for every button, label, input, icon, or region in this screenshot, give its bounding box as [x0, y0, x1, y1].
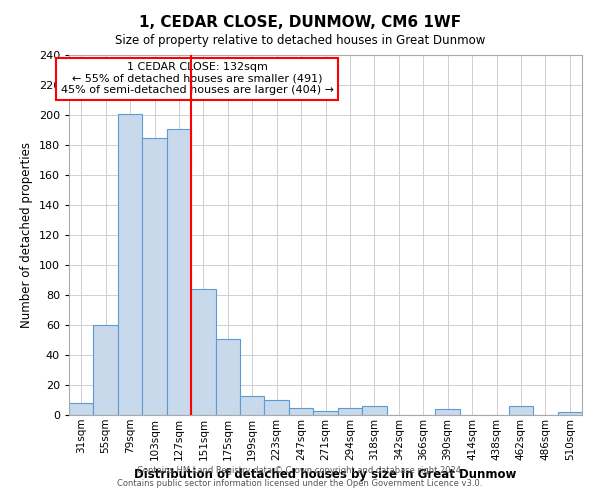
Bar: [313, 410, 338, 415]
Bar: [289, 408, 313, 415]
Text: Size of property relative to detached houses in Great Dunmow: Size of property relative to detached ho…: [115, 34, 485, 47]
Bar: [557, 412, 582, 415]
Y-axis label: Number of detached properties: Number of detached properties: [20, 142, 33, 328]
Bar: [509, 406, 533, 415]
Bar: [265, 400, 289, 415]
Bar: [436, 409, 460, 415]
Bar: [118, 114, 142, 415]
Bar: [69, 403, 94, 415]
Bar: [215, 338, 240, 415]
Text: 1, CEDAR CLOSE, DUNMOW, CM6 1WF: 1, CEDAR CLOSE, DUNMOW, CM6 1WF: [139, 15, 461, 30]
X-axis label: Distribution of detached houses by size in Great Dunmow: Distribution of detached houses by size …: [134, 468, 517, 481]
Bar: [142, 138, 167, 415]
Text: Contains HM Land Registry data © Crown copyright and database right 2024.
Contai: Contains HM Land Registry data © Crown c…: [118, 466, 482, 487]
Bar: [191, 289, 215, 415]
Text: 1 CEDAR CLOSE: 132sqm
← 55% of detached houses are smaller (491)
45% of semi-det: 1 CEDAR CLOSE: 132sqm ← 55% of detached …: [61, 62, 334, 96]
Bar: [94, 325, 118, 415]
Bar: [167, 128, 191, 415]
Bar: [240, 396, 265, 415]
Bar: [338, 408, 362, 415]
Bar: [362, 406, 386, 415]
